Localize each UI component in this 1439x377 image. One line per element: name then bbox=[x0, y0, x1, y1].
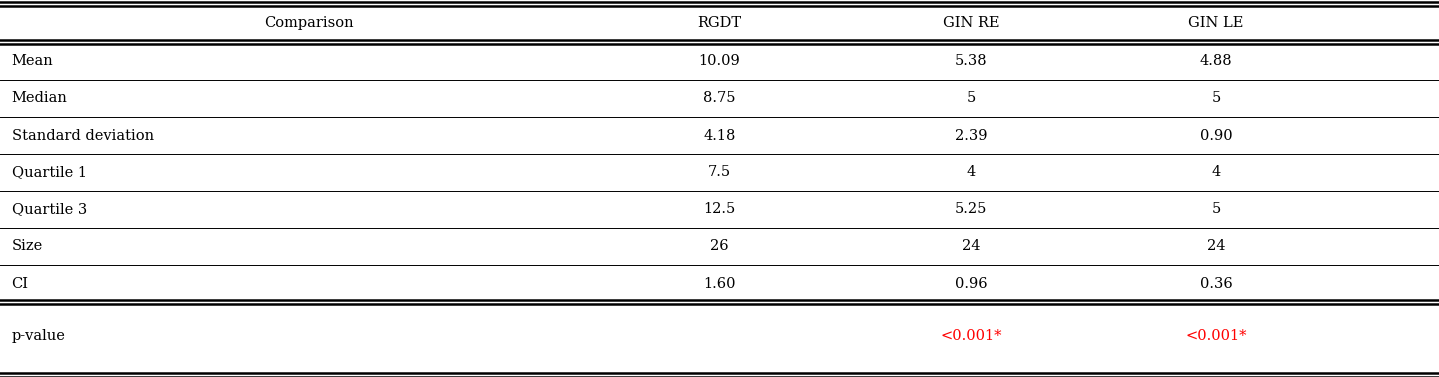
Text: Size: Size bbox=[12, 239, 43, 253]
Text: 8.75: 8.75 bbox=[704, 92, 735, 106]
Text: GIN RE: GIN RE bbox=[943, 16, 1000, 30]
Text: CI: CI bbox=[12, 276, 29, 291]
Text: <0.001*: <0.001* bbox=[941, 329, 1002, 343]
Text: Mean: Mean bbox=[12, 54, 53, 68]
Text: 10.09: 10.09 bbox=[698, 54, 741, 68]
Text: 5: 5 bbox=[1212, 92, 1220, 106]
Text: 5: 5 bbox=[967, 92, 976, 106]
Text: 1.60: 1.60 bbox=[704, 276, 735, 291]
Text: 0.90: 0.90 bbox=[1200, 129, 1232, 143]
Text: p-value: p-value bbox=[12, 329, 65, 343]
Text: 2.39: 2.39 bbox=[955, 129, 987, 143]
Text: GIN LE: GIN LE bbox=[1189, 16, 1243, 30]
Text: 12.5: 12.5 bbox=[704, 202, 735, 216]
Text: 5: 5 bbox=[1212, 202, 1220, 216]
Text: <0.001*: <0.001* bbox=[1186, 329, 1246, 343]
Text: 24: 24 bbox=[963, 239, 980, 253]
Text: RGDT: RGDT bbox=[698, 16, 741, 30]
Text: 4.88: 4.88 bbox=[1200, 54, 1232, 68]
Text: Quartile 1: Quartile 1 bbox=[12, 166, 86, 179]
Text: 4.18: 4.18 bbox=[704, 129, 735, 143]
Text: Comparison: Comparison bbox=[265, 16, 354, 30]
Text: 4: 4 bbox=[1212, 166, 1220, 179]
Text: 26: 26 bbox=[711, 239, 728, 253]
Text: Median: Median bbox=[12, 92, 68, 106]
Text: 7.5: 7.5 bbox=[708, 166, 731, 179]
Text: 5.25: 5.25 bbox=[955, 202, 987, 216]
Text: 0.36: 0.36 bbox=[1200, 276, 1232, 291]
Text: 24: 24 bbox=[1207, 239, 1225, 253]
Text: 5.38: 5.38 bbox=[955, 54, 987, 68]
Text: 0.96: 0.96 bbox=[955, 276, 987, 291]
Text: Quartile 3: Quartile 3 bbox=[12, 202, 86, 216]
Text: 4: 4 bbox=[967, 166, 976, 179]
Text: Standard deviation: Standard deviation bbox=[12, 129, 154, 143]
